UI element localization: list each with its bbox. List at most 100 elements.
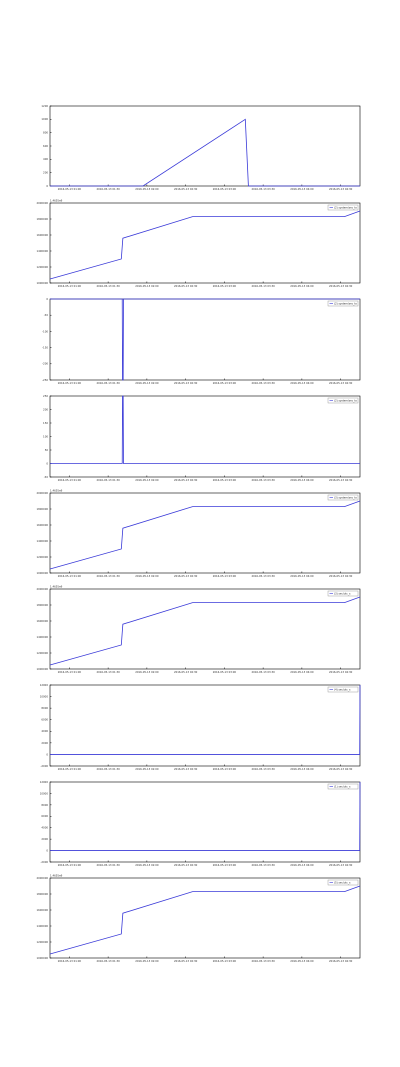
- x-tick-label: 2016-05-13 01:30: [96, 574, 120, 578]
- y-tick-label: 4000: [41, 826, 48, 830]
- series-line: [50, 395, 360, 464]
- subplot-6: 1000000 1200000 1400000 1600000 1800000 20000…: [36, 585, 361, 674]
- legend-box: [327, 783, 359, 790]
- y-tick-label: 400: [43, 157, 48, 161]
- y-tick-label: -200: [42, 362, 48, 366]
- x-tick-label: 2016-05-13 04:30: [329, 574, 353, 578]
- y-tick-label: 1800000: [36, 217, 48, 221]
- y-tick-label: 1200000: [36, 265, 48, 269]
- x-tick-label: 2016-05-13 01:30: [96, 478, 120, 482]
- x-tick-label: 2016-05-13 03:00: [213, 670, 237, 674]
- y-tick-label: 1400000: [36, 539, 48, 543]
- series-line: [50, 298, 360, 381]
- y-tick-label: 1400000: [36, 635, 48, 639]
- legend-box: [327, 494, 359, 501]
- x-tick-label: 2016-05-13 01:00: [58, 478, 82, 482]
- y-tick-label: 1000000: [36, 956, 48, 960]
- legend-box: [327, 300, 359, 307]
- subplot-1: 0 200 400 600 800 1000 1200 2016-05-13 01:00 201…: [41, 104, 361, 191]
- x-tick-label: 2016-05-13 02:00: [135, 767, 159, 771]
- x-tick-label: 2016-05-13 04:30: [329, 767, 353, 771]
- x-tick-label: 2016-05-13 04:30: [329, 863, 353, 867]
- x-tick-label: 2016-05-13 04:30: [329, 478, 353, 482]
- y-tick-label: 0: [46, 461, 48, 465]
- y-tick-label: 1800000: [36, 507, 48, 511]
- y-tick-label: 10000: [40, 694, 49, 698]
- y-tick-label: 250: [43, 394, 48, 398]
- y-tick-label: 50: [45, 448, 49, 452]
- x-tick-label: 2016-05-13 03:00: [213, 767, 237, 771]
- plot-frame: [49, 684, 361, 767]
- y-tick-label: 6000: [41, 814, 48, 818]
- x-tick-label: 2016-05-13 03:30: [251, 670, 275, 674]
- subplot-7: -2000 0 2000 4000 6000 8000 10000 12000 2016-05-…: [40, 683, 361, 771]
- subplot-4: -50 0 50 100 150 200 250 2016-05-13 01:00 2016-0…: [43, 394, 361, 482]
- x-tick-label: 2016-05-13 03:00: [213, 284, 237, 288]
- x-tick-label: 2016-05-13 02:00: [135, 478, 159, 482]
- x-tick-label: 2016-05-13 04:00: [290, 767, 314, 771]
- y-tick-label: 1800000: [36, 603, 48, 607]
- plot-frame: [49, 588, 361, 670]
- legend-label: (2) system/sec_to: [334, 301, 357, 305]
- x-tick-label: 2016-05-13 01:00: [58, 187, 82, 191]
- x-tick-label: 2016-05-13 04:00: [290, 478, 314, 482]
- x-tick-label: 2016-05-13 04:00: [290, 187, 314, 191]
- x-tick-label: 2016-05-13 03:00: [213, 187, 237, 191]
- x-tick-label: 2016-05-13 01:00: [58, 574, 82, 578]
- x-tick-label: 2016-05-13 03:30: [251, 767, 275, 771]
- y-offset-text: 1.4655e9: [50, 199, 63, 203]
- y-tick-label: 8000: [41, 706, 48, 710]
- y-tick-label: -250: [42, 378, 48, 382]
- y-tick-label: 10000: [40, 791, 49, 795]
- x-tick-label: 2016-05-13 03:00: [213, 478, 237, 482]
- x-tick-label: 2016-05-13 03:30: [251, 574, 275, 578]
- x-tick-label: 2016-05-13 01:00: [58, 863, 82, 867]
- y-tick-label: 0: [46, 848, 48, 852]
- series-line: [49, 500, 361, 570]
- subplot-3: -250 -200 -150 -100 -50 0 2016-05-13 01:00 2016…: [42, 297, 361, 385]
- x-tick-label: 2016-05-13 02:30: [174, 187, 198, 191]
- plot-frame: [49, 781, 361, 863]
- y-tick-label: 2000000: [36, 876, 48, 880]
- subplot-8: -2000 0 2000 4000 6000 8000 10000 12000 2016-05-…: [40, 780, 361, 867]
- y-tick-label: 2000000: [36, 587, 48, 591]
- y-tick-label: 1000000: [36, 281, 48, 285]
- x-tick-label: 2016-05-13 03:30: [251, 959, 275, 963]
- legend-box: [327, 590, 359, 597]
- x-tick-label: 2016-05-13 02:30: [174, 959, 198, 963]
- y-tick-label: 6000: [41, 718, 48, 722]
- x-tick-label: 2016-05-13 01:30: [96, 284, 120, 288]
- y-tick-label: 2000000: [36, 491, 48, 495]
- legend-label: (3) system/sec_to: [334, 495, 357, 499]
- legend-box: [327, 686, 359, 693]
- x-tick-label: 2016-05-13 04:00: [290, 670, 314, 674]
- legend-label: (2) system/sec_to: [334, 398, 357, 402]
- y-tick-label: 1600000: [36, 523, 48, 527]
- x-tick-label: 2016-05-13 01:00: [58, 381, 82, 385]
- subplot-9: 1000000 1200000 1400000 1600000 1800000 20000…: [36, 874, 361, 963]
- y-tick-label: 2000000: [36, 201, 48, 205]
- x-tick-label: 2016-05-13 01:00: [58, 284, 82, 288]
- y-tick-label: 2000: [41, 741, 48, 745]
- y-tick-label: -2000: [40, 764, 48, 768]
- plot-frame: [49, 298, 361, 381]
- y-tick-label: 1200: [41, 104, 48, 108]
- y-tick-label: 0: [46, 752, 48, 756]
- y-tick-label: -100: [42, 329, 48, 333]
- x-tick-label: 2016-05-13 02:30: [174, 284, 198, 288]
- y-tick-label: 1600000: [36, 619, 48, 623]
- y-tick-label: 8000: [41, 803, 48, 807]
- legend-label: (1) sec/utc_s: [334, 784, 351, 788]
- series-line: [50, 118, 360, 187]
- legend-label: (2) system/sec_to: [334, 205, 357, 209]
- legend-label: (3) sec/utc_s: [334, 591, 351, 595]
- plot-frame: [49, 202, 361, 284]
- subplot-2: 1000000 1200000 1400000 1600000 1800000 20000…: [36, 199, 361, 288]
- y-tick-label: 4000: [41, 729, 48, 733]
- x-tick-label: 2016-05-13 01:00: [58, 959, 82, 963]
- y-tick-label: 0: [46, 297, 48, 301]
- x-tick-label: 2016-05-13 03:30: [251, 478, 275, 482]
- x-tick-label: 2016-05-13 03:00: [213, 863, 237, 867]
- y-offset-text: 1.4655e9: [50, 489, 63, 493]
- series-line: [49, 885, 361, 955]
